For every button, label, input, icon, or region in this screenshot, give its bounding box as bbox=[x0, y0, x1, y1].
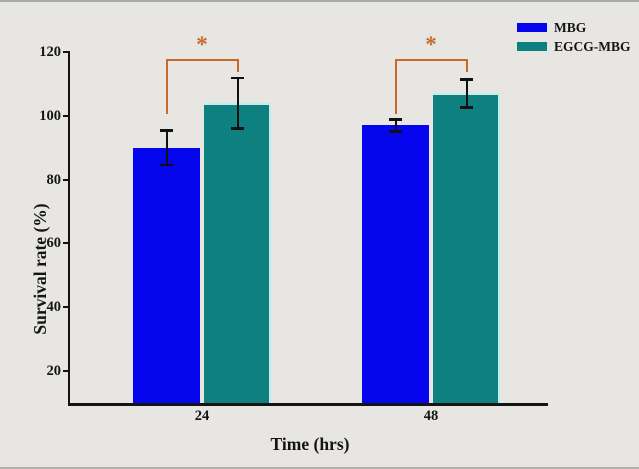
y-tick-label-60: 60 bbox=[46, 235, 62, 252]
error-bar-line bbox=[236, 77, 239, 129]
significance-bracket-top bbox=[394, 59, 468, 61]
legend-item-egcg-mbg: EGCG-MBG bbox=[517, 37, 631, 56]
error-bar-cap-bottom bbox=[389, 130, 402, 133]
bar-egcg-mbg-48 bbox=[433, 93, 500, 403]
y-axis-title: Survival rate (%) bbox=[30, 203, 50, 335]
legend-label-egcg-mbg: EGCG-MBG bbox=[554, 39, 631, 54]
significance-bracket-left-leg bbox=[165, 59, 168, 114]
y-axis-line bbox=[67, 52, 70, 406]
figure-top-edge bbox=[0, 0, 639, 2]
legend-swatch-mbg bbox=[517, 22, 547, 33]
error-bar-line bbox=[394, 119, 397, 132]
x-axis-title: Time (hrs) bbox=[270, 434, 350, 454]
error-bar-cap-top bbox=[460, 78, 473, 81]
y-tick-100 bbox=[63, 114, 70, 117]
x-category-label-24: 24 bbox=[194, 408, 210, 424]
error-bar-cap-bottom bbox=[160, 163, 173, 167]
significance-bracket-left-leg bbox=[394, 59, 397, 114]
significance-star: * bbox=[425, 32, 437, 57]
y-tick-label-120: 120 bbox=[39, 44, 61, 60]
error-bar-line bbox=[465, 79, 468, 108]
bar-mbg-24 bbox=[133, 147, 200, 403]
legend-swatch-egcg-mbg bbox=[517, 41, 547, 52]
legend: MBG EGCG-MBG bbox=[517, 18, 631, 56]
y-tick-20 bbox=[63, 370, 70, 373]
significance-bracket-right-leg bbox=[236, 59, 239, 72]
error-bar-cap-top bbox=[389, 118, 402, 121]
error-bar-cap-bottom bbox=[460, 106, 473, 109]
error-bar-cap-bottom bbox=[231, 127, 244, 130]
y-tick-120 bbox=[63, 51, 70, 53]
x-axis-line bbox=[67, 403, 548, 406]
significance-star: * bbox=[196, 32, 208, 57]
y-tick-60 bbox=[63, 242, 70, 245]
error-bar-cap-top bbox=[231, 76, 244, 80]
y-tick-label-100: 100 bbox=[39, 107, 61, 124]
x-category-label-48: 48 bbox=[423, 408, 439, 424]
y-tick-80 bbox=[63, 178, 70, 181]
y-tick-40 bbox=[63, 306, 70, 309]
bar-egcg-mbg-24 bbox=[204, 103, 271, 403]
y-tick-label-80: 80 bbox=[46, 171, 62, 188]
significance-bracket-top bbox=[165, 59, 239, 61]
significance-bracket-right-leg bbox=[465, 59, 468, 72]
y-tick-label-20: 20 bbox=[46, 363, 62, 380]
legend-item-mbg: MBG bbox=[517, 18, 631, 37]
y-tick-label-40: 40 bbox=[46, 299, 62, 316]
error-bar-line bbox=[165, 130, 168, 166]
figure-bottom-edge bbox=[0, 467, 639, 469]
bar-mbg-48 bbox=[362, 125, 429, 403]
error-bar-cap-top bbox=[160, 129, 173, 132]
legend-label-mbg: MBG bbox=[554, 20, 587, 35]
